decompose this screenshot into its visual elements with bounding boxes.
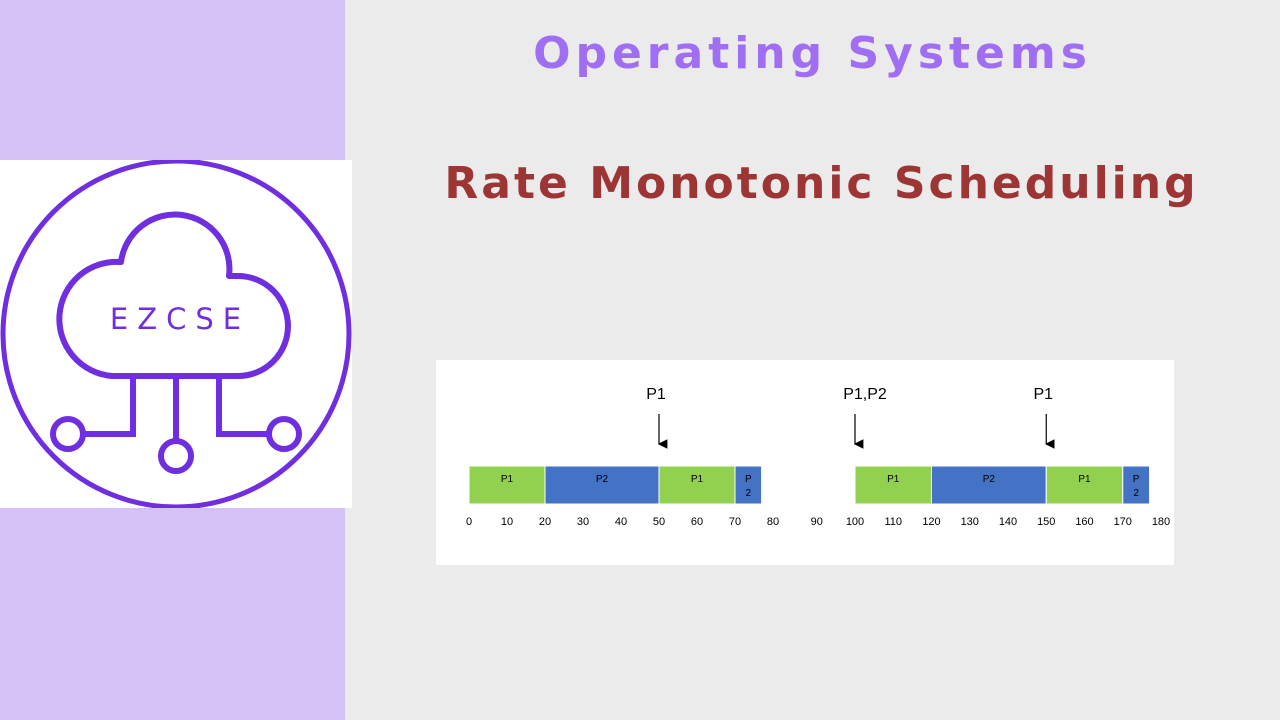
time-tick-label: 100 — [846, 516, 864, 528]
gantt-bar-p2 — [734, 465, 763, 505]
gantt-chart-panel: P1 P2 P1 P 2 P1 P2 P1 P 2 0 10 20 30 40 50 60 70 80 90 100 11… — [436, 360, 1174, 565]
gantt-bar-label: P1 — [691, 474, 704, 485]
gantt-bar-label: P1 — [887, 474, 900, 485]
time-tick-label: 40 — [615, 516, 627, 528]
logo-text: EZCSE — [110, 302, 250, 336]
time-tick-label: 150 — [1037, 516, 1055, 528]
cloud-network-icon: EZCSE — [0, 160, 352, 508]
gantt-bar-p1 — [854, 465, 932, 505]
time-tick-label: 160 — [1075, 516, 1093, 528]
gantt-bar-p1 — [658, 465, 736, 505]
time-tick-label: 10 — [501, 516, 513, 528]
gantt-bar-label: P — [1133, 474, 1140, 485]
gantt-bar-label: P2 — [596, 474, 609, 485]
time-tick-label: 20 — [539, 516, 551, 528]
gantt-bar-label: P1 — [501, 474, 514, 485]
time-tick-label: 180 — [1152, 516, 1170, 528]
logo-panel: EZCSE — [0, 160, 352, 508]
gantt-bar-label: P — [745, 474, 752, 485]
gantt-bar-p1 — [1045, 465, 1124, 505]
gantt-bar-label: P1 — [1078, 474, 1091, 485]
time-tick-label: 90 — [811, 516, 823, 528]
time-tick-label: 80 — [767, 516, 779, 528]
gantt-bar-p1 — [468, 465, 546, 505]
gantt-bar-label: P2 — [983, 474, 996, 485]
time-tick-label: 170 — [1114, 516, 1132, 528]
time-tick-label: 60 — [691, 516, 703, 528]
time-tick-label: 30 — [577, 516, 589, 528]
gantt-bar-label: 2 — [1133, 488, 1139, 499]
time-tick-label: 110 — [884, 516, 902, 528]
gantt-bar-label: 2 — [746, 488, 752, 499]
gantt-bar-p2 — [931, 465, 1047, 505]
time-tick-label: 70 — [729, 516, 741, 528]
arrival-label: P1,P2 — [843, 386, 887, 403]
gantt-bar-p2 — [544, 465, 660, 505]
time-tick-label: 50 — [653, 516, 665, 528]
subject-title: Operating Systems — [533, 28, 1092, 79]
time-tick-label: 0 — [466, 516, 472, 528]
arrival-label: P1 — [1033, 386, 1053, 403]
time-tick-label: 120 — [922, 516, 940, 528]
time-tick-label: 140 — [999, 516, 1017, 528]
topic-title: Rate Monotonic Scheduling — [444, 158, 1199, 209]
time-tick-label: 130 — [961, 516, 979, 528]
arrival-label: P1 — [646, 386, 666, 403]
gantt-bar-p2 — [1122, 465, 1151, 505]
